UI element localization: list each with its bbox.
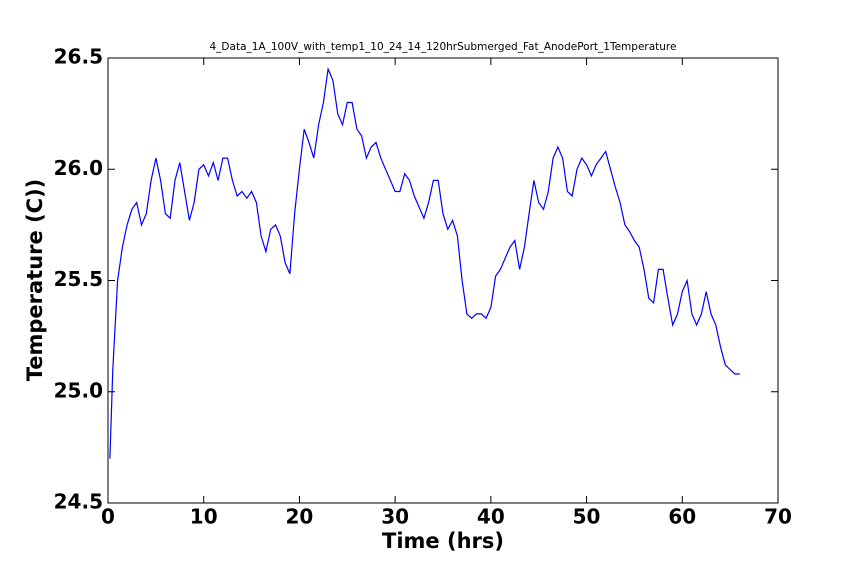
- x-axis-label: Time (hrs): [382, 529, 504, 553]
- x-tick-label: 40: [477, 505, 505, 529]
- y-tick-label: 25.5: [54, 267, 103, 291]
- y-axis-label: Temperature (C)): [23, 179, 47, 382]
- y-tick-label: 26.0: [54, 156, 103, 180]
- chart-title: 4_Data_1A_100V_with_temp1_10_24_14_120hr…: [210, 41, 677, 53]
- x-tick-label: 0: [101, 505, 115, 529]
- data-line: [109, 66, 740, 459]
- x-tick-label: 10: [190, 505, 218, 529]
- y-tick-label: 26.5: [54, 45, 103, 69]
- x-tick-label: 20: [286, 505, 314, 529]
- x-tick-label: 70: [764, 505, 792, 529]
- x-tick-label: 50: [573, 505, 601, 529]
- x-tick-label: 60: [668, 505, 696, 529]
- y-tick-label: 24.5: [54, 490, 103, 514]
- x-tick-label: 30: [381, 505, 409, 529]
- y-tick-label: 25.0: [54, 378, 103, 402]
